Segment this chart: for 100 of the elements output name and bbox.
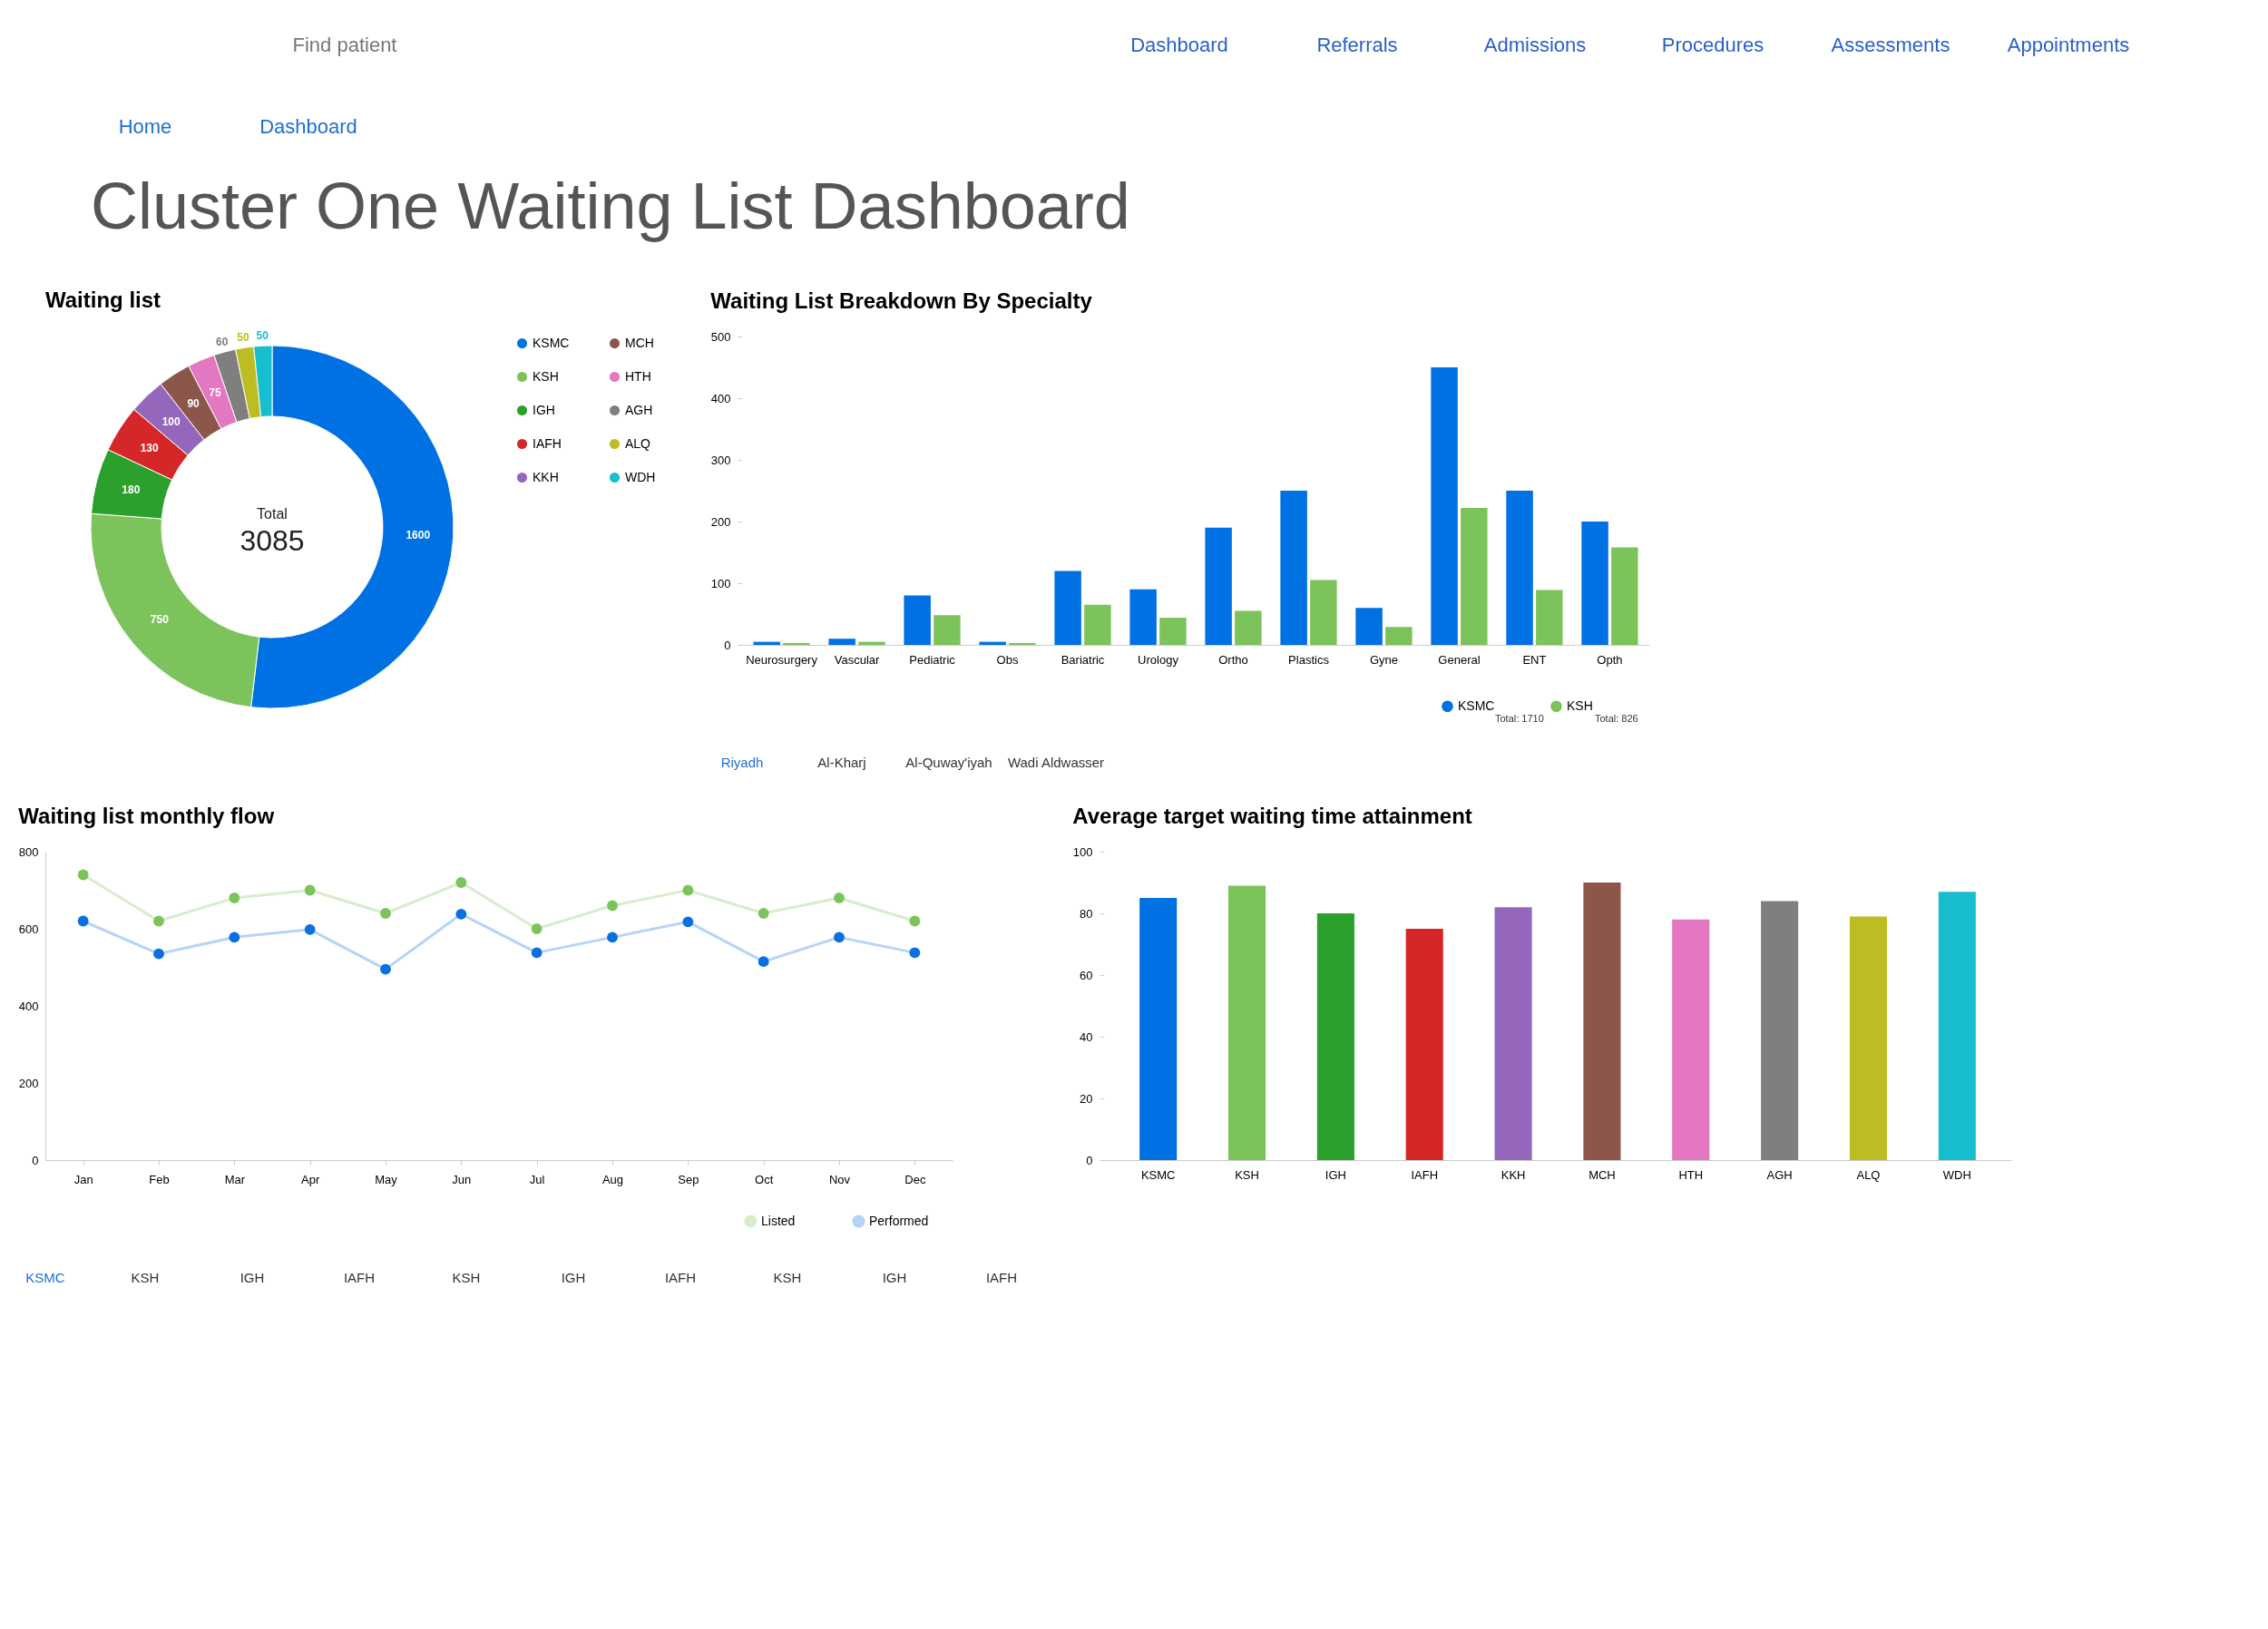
point	[607, 900, 618, 912]
point	[758, 956, 769, 968]
y-tick-label: 400	[18, 999, 39, 1013]
bar	[1139, 898, 1178, 1160]
y-tick-label: 100	[1072, 844, 1093, 859]
x-tick-label: KSH	[1235, 1167, 1259, 1182]
legend-label: IAFH	[533, 435, 562, 451]
bar	[858, 641, 885, 645]
text: IAFH	[343, 1270, 376, 1285]
x-tick-label: Mar	[224, 1172, 246, 1186]
bar	[1310, 580, 1337, 645]
text: Dashboard	[259, 115, 357, 138]
bar	[1431, 367, 1458, 645]
text: Cluster One Waiting List Dashboard	[91, 170, 1130, 242]
bar	[1461, 508, 1488, 645]
x-tick-label: Dec	[904, 1172, 926, 1186]
point	[834, 893, 845, 903]
text: KSH	[452, 1270, 481, 1285]
bar	[1129, 589, 1157, 645]
text: IGH	[240, 1270, 265, 1285]
chart-title: Waiting list monthly flow	[18, 804, 275, 828]
y-tick-label: 800	[18, 844, 39, 859]
x-tick-label: KSMC	[1140, 1167, 1176, 1182]
data-label: 90	[187, 397, 200, 411]
bar	[1235, 610, 1262, 645]
x-tick-label: ENT	[1522, 652, 1547, 667]
text: Total: 826	[1595, 713, 1638, 724]
x-tick-label: Urology	[1138, 652, 1179, 667]
y-tick-label: 40	[1080, 1029, 1093, 1044]
text: Appointments	[2007, 34, 2130, 56]
x-tick-label: General	[1438, 652, 1481, 667]
point	[682, 916, 694, 928]
text: IGH	[561, 1270, 586, 1285]
legend-label: KSH	[1567, 697, 1593, 713]
legend-label: KSH	[533, 368, 559, 384]
x-tick-label: Obs	[996, 652, 1019, 667]
point	[229, 893, 240, 903]
point	[455, 908, 467, 920]
point	[758, 908, 769, 919]
text: IAFH	[985, 1270, 1018, 1285]
legend-label: ALQ	[625, 435, 651, 451]
x-tick-label: MCH	[1589, 1167, 1616, 1182]
text: 3085	[240, 524, 305, 557]
point	[455, 877, 467, 888]
point	[909, 947, 921, 959]
bar	[1583, 883, 1621, 1160]
y-tick-label: 300	[710, 453, 731, 467]
x-tick-label: Jun	[452, 1172, 472, 1186]
data-label: 100	[161, 415, 181, 428]
point	[304, 884, 316, 896]
text: Find patient	[292, 34, 397, 56]
x-tick-label: May	[375, 1172, 398, 1186]
legend-label: AGH	[625, 402, 653, 417]
bar	[1494, 907, 1532, 1160]
bar	[753, 641, 780, 645]
legend-label: IGH	[533, 402, 555, 417]
bar	[904, 595, 931, 645]
text: Procedures	[1661, 34, 1765, 56]
bar	[1405, 929, 1443, 1160]
legend-label: KSMC	[1458, 697, 1495, 713]
x-tick-label: Bariatric	[1061, 652, 1105, 667]
bar	[1316, 913, 1354, 1160]
data-label: 180	[122, 483, 141, 497]
x-tick-label: Oct	[755, 1172, 774, 1186]
x-tick-label: Neurosurgery	[746, 652, 818, 667]
data-label: 130	[140, 441, 160, 454]
chart-title: Waiting List Breakdown By Specialty	[710, 288, 1093, 313]
point	[77, 869, 89, 881]
text: Admissions	[1483, 34, 1587, 56]
x-tick-label: KKH	[1501, 1167, 1526, 1182]
x-tick-label: Sep	[678, 1172, 699, 1186]
text: Home	[118, 115, 172, 138]
text: KSH	[773, 1270, 802, 1285]
legend-label: MCH	[625, 335, 654, 350]
y-tick-label: 100	[710, 576, 731, 590]
bar	[1084, 604, 1111, 645]
x-tick-label: Vascular	[834, 652, 881, 667]
x-tick-label: WDH	[1942, 1167, 1971, 1182]
point	[153, 948, 164, 960]
bar	[828, 639, 855, 645]
bar	[1205, 527, 1232, 645]
text: Total	[257, 506, 288, 522]
data-label: 1600	[406, 529, 431, 542]
text: IAFH	[664, 1270, 697, 1285]
text: Total: 1710	[1495, 713, 1544, 724]
text: Assessments	[1831, 34, 1950, 56]
text: KSMC	[25, 1270, 65, 1285]
bar	[1506, 491, 1533, 645]
point	[304, 923, 316, 935]
text: IGH	[882, 1270, 907, 1285]
x-tick-label: Aug	[601, 1172, 624, 1186]
x-tick-label: Ortho	[1218, 652, 1248, 667]
y-tick-label: 0	[32, 1153, 39, 1167]
text: Referrals	[1316, 34, 1398, 56]
bar	[1761, 901, 1799, 1160]
point	[531, 947, 543, 959]
bar	[1159, 618, 1187, 645]
bar	[1355, 608, 1383, 645]
chart-title: Average target waiting time attainment	[1072, 804, 1472, 828]
legend-label: WDH	[625, 469, 656, 484]
